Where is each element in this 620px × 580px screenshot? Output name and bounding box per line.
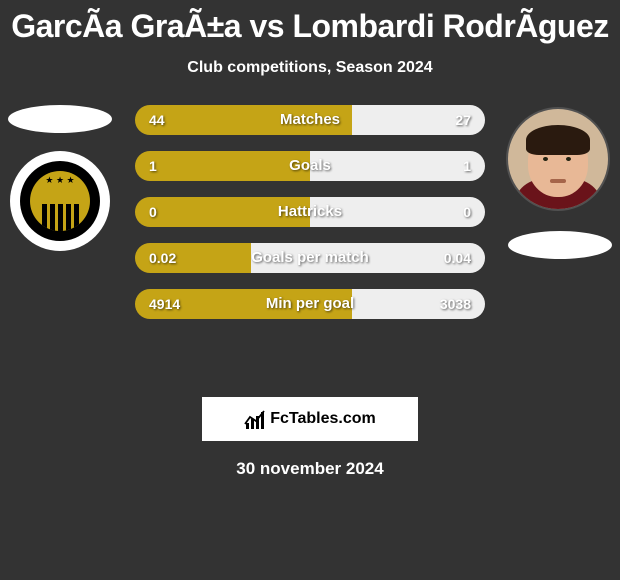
date-text: 30 november 2024 [0, 459, 620, 479]
comparison-area: ★ ★ ★ [0, 105, 620, 385]
left-club-badge: ★ ★ ★ [10, 151, 110, 251]
stat-row: Hattricks0 0 [135, 197, 485, 227]
stat-value-right: 3038 [440, 289, 471, 319]
stat-row: Min per goal4914 3038 [135, 289, 485, 319]
stat-label: Hattricks [135, 197, 485, 227]
player-face-icon [518, 119, 598, 199]
stat-value-left: 44 [149, 105, 165, 135]
stat-value-left: 1 [149, 151, 157, 181]
logo-box: FcTables.com [202, 397, 418, 441]
stat-value-right: 27 [455, 105, 471, 135]
stat-value-right: 1 [463, 151, 471, 181]
stat-value-left: 0 [149, 197, 157, 227]
stat-row: Goals per match0.02 0.04 [135, 243, 485, 273]
subtitle: Club competitions, Season 2024 [0, 59, 620, 77]
stat-label: Goals per match [135, 243, 485, 273]
stat-label: Goals [135, 151, 485, 181]
stat-label: Matches [135, 105, 485, 135]
penarol-badge-icon: ★ ★ ★ [20, 159, 100, 243]
left-player-column: ★ ★ ★ [8, 105, 118, 251]
page-title: GarcÃ­a GraÃ±a vs Lombardi RodrÃ­guez [0, 0, 620, 45]
stat-label: Min per goal [135, 289, 485, 319]
left-name-ellipse [8, 105, 112, 133]
stat-row: Matches44 27 [135, 105, 485, 135]
stat-value-left: 0.02 [149, 243, 176, 273]
right-player-avatar [508, 109, 608, 209]
stat-value-right: 0.04 [444, 243, 471, 273]
stat-bars: Matches44 27 Goals1 1 Hattricks0 0 Goals per m… [135, 105, 485, 335]
fctables-icon [244, 409, 266, 429]
logo-text: FcTables.com [270, 410, 376, 428]
right-name-ellipse [508, 231, 612, 259]
stat-value-right: 0 [463, 197, 471, 227]
stat-row: Goals1 1 [135, 151, 485, 181]
stat-value-left: 4914 [149, 289, 180, 319]
